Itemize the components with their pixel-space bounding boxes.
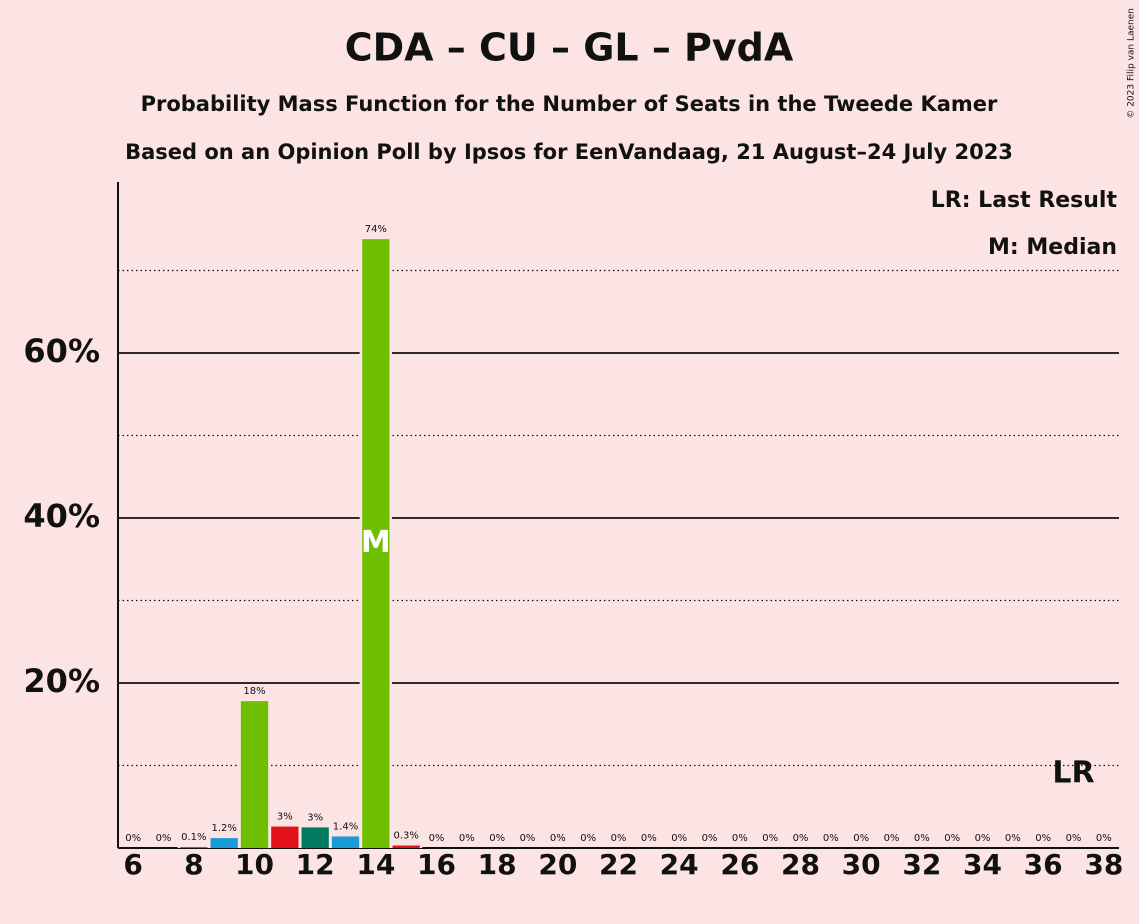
value-label: 0% xyxy=(489,833,505,844)
value-label: 0% xyxy=(459,833,475,844)
y-tick-label: 60% xyxy=(23,332,100,370)
value-label: 0% xyxy=(550,833,566,844)
x-tick-label: 20 xyxy=(538,848,577,881)
bar xyxy=(362,239,390,848)
value-label: 0% xyxy=(1066,833,1082,844)
copyright: © 2023 Filip van Laenen xyxy=(1127,8,1137,119)
median-marker: M xyxy=(361,525,391,560)
value-label: 0% xyxy=(732,833,748,844)
value-label: 0% xyxy=(914,833,930,844)
x-tick-label: 30 xyxy=(842,848,881,881)
value-label: 3% xyxy=(277,812,293,823)
value-label: 0% xyxy=(884,833,900,844)
x-tick-label: 18 xyxy=(478,848,517,881)
value-label: 0.1% xyxy=(181,832,206,843)
y-tick-label: 20% xyxy=(23,662,100,700)
value-label: 1.4% xyxy=(333,821,358,832)
value-label: 0% xyxy=(520,833,536,844)
x-tick-label: 36 xyxy=(1024,848,1063,881)
value-label: 0% xyxy=(944,833,960,844)
x-tick-label: 22 xyxy=(599,848,638,881)
value-label: 0% xyxy=(429,833,445,844)
chart-subtitle: Based on an Opinion Poll by Ipsos for Ee… xyxy=(125,140,1013,164)
chart-title: CDA – CU – GL – PvdA xyxy=(345,26,794,70)
legend-entry: LR: Last Result xyxy=(931,188,1118,213)
value-label: 0% xyxy=(1035,833,1051,844)
x-tick-label: 14 xyxy=(356,848,395,881)
value-label: 0% xyxy=(1005,833,1021,844)
value-label: 1.2% xyxy=(211,823,236,834)
last-result-marker: LR xyxy=(1052,756,1094,791)
bar xyxy=(240,701,269,848)
value-label: 74% xyxy=(365,224,387,235)
x-tick-label: 34 xyxy=(963,848,1002,881)
value-label: 0% xyxy=(1096,833,1112,844)
bar-gap xyxy=(177,844,210,848)
value-label: 0% xyxy=(853,833,869,844)
bar xyxy=(210,838,238,848)
x-tick-label: 16 xyxy=(417,848,456,881)
bar xyxy=(301,827,329,848)
value-label: 0% xyxy=(823,833,839,844)
x-tick-label: 6 xyxy=(123,848,142,881)
bar xyxy=(331,836,360,848)
bar xyxy=(180,847,208,848)
bar xyxy=(271,826,299,848)
y-tick-label: 40% xyxy=(23,497,100,535)
value-label: 0.3% xyxy=(393,831,418,842)
x-tick-label: 10 xyxy=(235,848,274,881)
value-label: 0% xyxy=(611,833,627,844)
chart-subtitle: Probability Mass Function for the Number… xyxy=(141,92,998,116)
value-label: 3% xyxy=(307,812,323,823)
legend-entry: M: Median xyxy=(988,235,1117,260)
value-label: 0% xyxy=(975,833,991,844)
x-tick-label: 26 xyxy=(720,848,759,881)
x-tick-label: 38 xyxy=(1084,848,1123,881)
value-label: 0% xyxy=(702,833,718,844)
value-label: 0% xyxy=(580,833,596,844)
x-tick-label: 24 xyxy=(660,848,699,881)
value-label: 0% xyxy=(671,833,687,844)
x-tick-label: 32 xyxy=(902,848,941,881)
x-tick-label: 28 xyxy=(781,848,820,881)
x-tick-label: 8 xyxy=(184,848,203,881)
value-label: 0% xyxy=(156,833,172,844)
bar-gap xyxy=(390,843,423,848)
value-label: 0% xyxy=(762,833,778,844)
x-tick-label: 12 xyxy=(296,848,335,881)
value-label: 0% xyxy=(641,833,657,844)
value-label: 0% xyxy=(125,833,141,844)
value-label: 0% xyxy=(793,833,809,844)
bar xyxy=(392,845,420,848)
value-label: 18% xyxy=(243,686,265,697)
